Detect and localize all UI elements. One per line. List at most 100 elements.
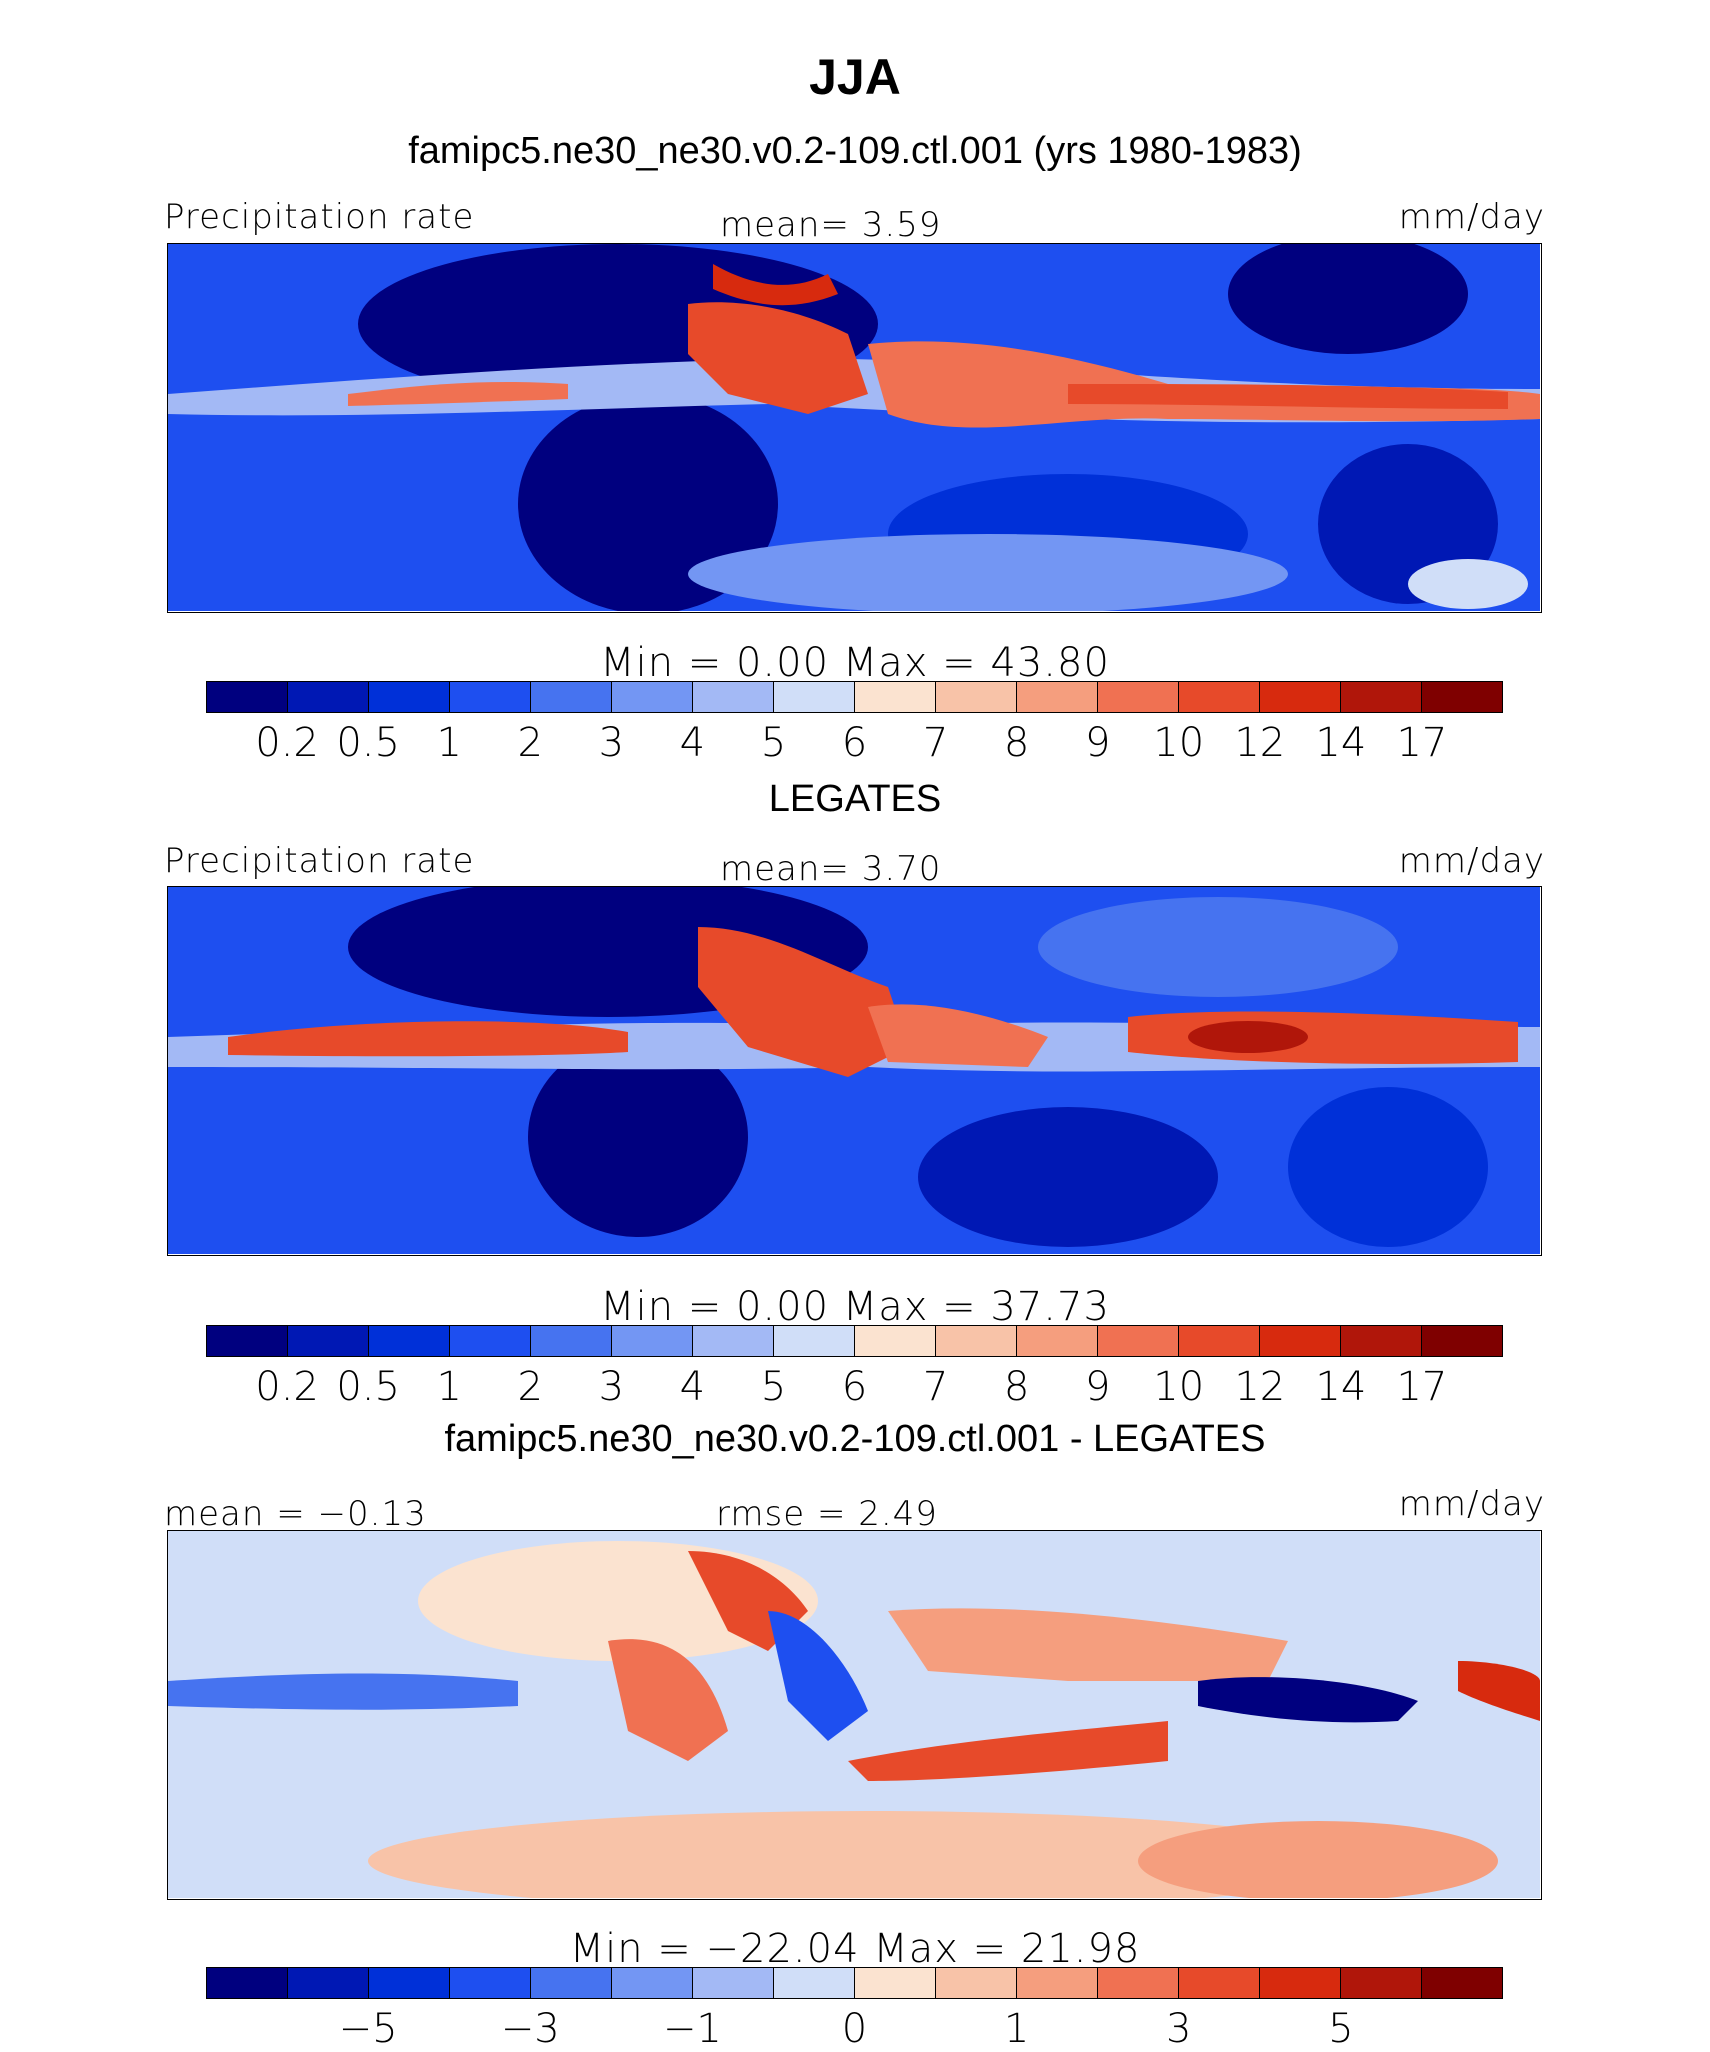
field-pos-panama — [1458, 1661, 1540, 1721]
colorbar-tick-label: 17 — [1396, 720, 1448, 766]
panel2-variable-label: Precipitation rate — [164, 841, 475, 881]
field-itcz-africa — [228, 1021, 628, 1057]
field-itcz-core — [1188, 1021, 1308, 1053]
field-neg-atlantic — [168, 1673, 518, 1710]
colorbar-tick-label: −3 — [500, 2006, 560, 2052]
colorbar-swatch — [1179, 682, 1260, 712]
colorbar-tick-label: 9 — [1084, 720, 1111, 766]
colorbar-swatch — [450, 1968, 531, 1998]
colorbar-tick-label: 4 — [679, 720, 706, 766]
panel1-units-label: mm/day — [1398, 197, 1545, 237]
colorbar-tick-label: 17 — [1396, 1364, 1448, 1410]
colorbar-swatch — [207, 1968, 288, 1998]
colorbar-swatch — [450, 1326, 531, 1356]
colorbar-swatch — [1260, 1968, 1341, 1998]
colorbar-tick-label: 3 — [598, 720, 625, 766]
panel2-colorbar — [206, 1325, 1503, 1357]
panel2-subtitle: LEGATES — [768, 778, 942, 820]
colorbar-swatch — [1017, 682, 1098, 712]
field-pos-maritime — [848, 1721, 1168, 1781]
colorbar-tick-label: 0 — [841, 2006, 868, 2052]
colorbar-swatch — [531, 1326, 612, 1356]
panel2-map-field — [168, 887, 1540, 1254]
colorbar-tick-label: 12 — [1234, 1364, 1286, 1410]
colorbar-tick-label: 7 — [922, 1364, 949, 1410]
colorbar-swatch — [288, 682, 369, 712]
colorbar-tick-label: 0.5 — [336, 720, 400, 766]
colorbar-tick-label: 0.2 — [255, 720, 319, 766]
colorbar-swatch — [855, 1326, 936, 1356]
colorbar-swatch — [774, 1326, 855, 1356]
colorbar-tick-label: 1 — [436, 1364, 462, 1410]
colorbar-swatch — [1098, 1968, 1179, 1998]
colorbar-swatch — [855, 1968, 936, 1998]
colorbar-swatch — [1422, 682, 1502, 712]
colorbar-swatch — [288, 1326, 369, 1356]
colorbar-swatch — [693, 682, 774, 712]
field-pos-south — [368, 1811, 1368, 1898]
colorbar-tick-label: 0.2 — [255, 1364, 319, 1410]
colorbar-tick-label: 8 — [1003, 720, 1030, 766]
field-itcz-pacific — [1128, 1011, 1518, 1064]
panel1-map-field — [168, 244, 1540, 611]
panel3-subtitle: famipc5.ne30_ne30.v0.2-109.ctl.001 - LEG… — [444, 1418, 1266, 1460]
colorbar-swatch — [1260, 682, 1341, 712]
panel1-mean-label: mean= 3.59 — [720, 205, 942, 245]
colorbar-tick-label: 3 — [598, 1364, 625, 1410]
field-neg-bay — [768, 1611, 868, 1741]
field-maritime — [868, 1004, 1048, 1067]
colorbar-tick-label: 10 — [1153, 720, 1205, 766]
panel2-units-label: mm/day — [1398, 841, 1545, 881]
field-dry-sepacific — [1288, 1087, 1488, 1247]
colorbar-swatch — [693, 1326, 774, 1356]
colorbar-swatch — [207, 682, 288, 712]
colorbar-swatch — [531, 1968, 612, 1998]
colorbar-tick-label: 2 — [517, 720, 543, 766]
colorbar-swatch — [369, 682, 450, 712]
field-dry-africa — [528, 1037, 748, 1237]
colorbar-tick-label: 2 — [517, 1364, 543, 1410]
colorbar-tick-label: 6 — [841, 720, 868, 766]
panel3-mean-label: mean = −0.13 — [164, 1494, 427, 1534]
colorbar-swatch — [936, 682, 1017, 712]
colorbar-tick-label: 6 — [841, 1364, 868, 1410]
panel1-map — [167, 243, 1542, 613]
field-pos-arabia — [608, 1639, 728, 1761]
colorbar-swatch — [855, 682, 936, 712]
colorbar-swatch — [1422, 1968, 1502, 1998]
colorbar-swatch — [1017, 1968, 1098, 1998]
field-monsoon-india — [688, 302, 868, 414]
colorbar-tick-label: 14 — [1315, 720, 1367, 766]
panel3-map-field — [168, 1531, 1540, 1898]
colorbar-swatch — [936, 1968, 1017, 1998]
field-pos-npacific — [888, 1608, 1288, 1681]
field-itcz-core — [1068, 384, 1508, 409]
panel1-subtitle: famipc5.ne30_ne30.v0.2-109.ctl.001 (yrs … — [408, 130, 1302, 172]
field-monsoon-himalaya — [713, 264, 838, 306]
colorbar-tick-label: 1 — [1003, 2006, 1030, 2052]
colorbar-swatch — [1098, 1326, 1179, 1356]
colorbar-swatch — [207, 1326, 288, 1356]
colorbar-swatch — [1422, 1326, 1502, 1356]
panel3-rmse-label: rmse = 2.49 — [716, 1494, 938, 1534]
colorbar-tick-label: 5 — [760, 720, 787, 766]
panel1-variable-label: Precipitation rate — [164, 197, 475, 237]
colorbar-swatch — [774, 682, 855, 712]
colorbar-swatch — [369, 1968, 450, 1998]
panel1-colorbar — [206, 681, 1503, 713]
colorbar-swatch — [1341, 1968, 1422, 1998]
colorbar-swatch — [936, 1326, 1017, 1356]
panel3-minmax: Min = −22.04 Max = 21.98 — [569, 1926, 1141, 1972]
colorbar-swatch — [1341, 682, 1422, 712]
colorbar-tick-label: 5 — [760, 1364, 787, 1410]
panel3-map — [167, 1530, 1542, 1900]
colorbar-swatch — [693, 1968, 774, 1998]
colorbar-tick-label: 10 — [1153, 1364, 1205, 1410]
colorbar-tick-label: 3 — [1166, 2006, 1192, 2052]
colorbar-swatch — [1098, 682, 1179, 712]
field-dry-pacific — [1228, 244, 1468, 354]
field-dry-africa — [518, 394, 778, 611]
field-neg-itcz — [1198, 1677, 1418, 1723]
colorbar-swatch — [1260, 1326, 1341, 1356]
field-pos-sepacific — [1138, 1821, 1498, 1898]
